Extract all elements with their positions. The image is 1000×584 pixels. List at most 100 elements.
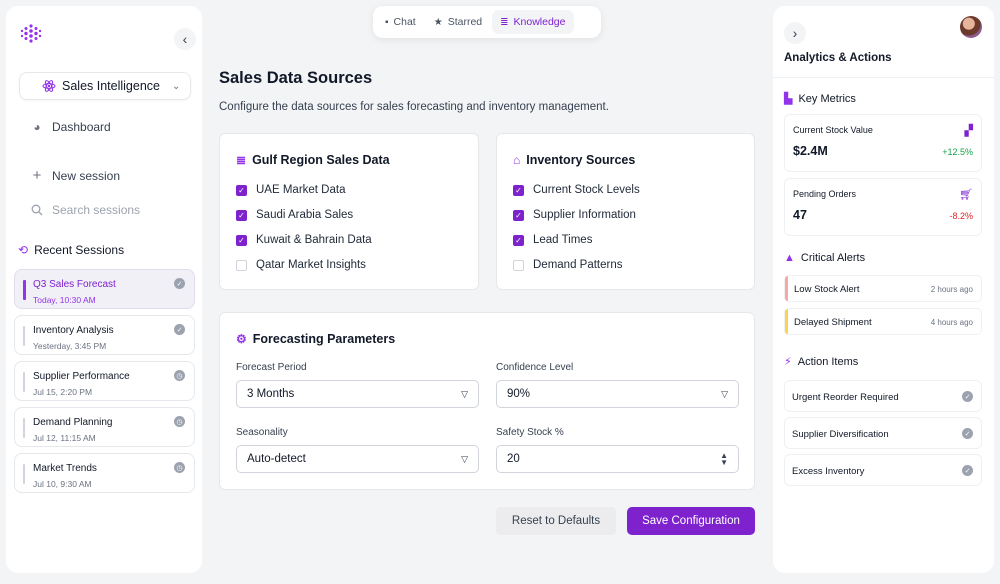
collapse-sidebar-button[interactable]: ‹ <box>174 28 196 50</box>
checkbox[interactable]: ✓ <box>513 209 524 221</box>
checkbox[interactable]: ✓ <box>236 209 247 221</box>
session-indicator <box>23 464 25 484</box>
forecast-period-select[interactable]: 3 Months ▽ <box>236 380 479 408</box>
card-title: Forecasting Parameters <box>252 332 396 346</box>
clock-icon: ◷ <box>174 416 185 427</box>
alert-item[interactable]: Low Stock Alert 2 hours ago <box>784 275 982 302</box>
star-icon: ★ <box>433 16 443 28</box>
warning-icon: ▲ <box>784 252 795 264</box>
metric-change: +12.5% <box>942 147 973 157</box>
critical-alerts-heading: ▲ Critical Alerts <box>784 252 865 264</box>
chevron-down-icon: ▽ <box>461 388 468 399</box>
key-metrics-label: Key Metrics <box>798 92 856 105</box>
recent-sessions-label: Recent Sessions <box>34 243 125 257</box>
clock-icon: ◷ <box>174 462 185 473</box>
checkbox-row[interactable]: ✓ Supplier Information <box>513 209 636 221</box>
workspace-selector[interactable]: Sales Intelligence ⌄ <box>19 72 191 100</box>
cart-icon: 🛒︎ <box>959 189 973 201</box>
reset-defaults-button[interactable]: Reset to Defaults <box>496 507 616 535</box>
safety-stock-stepper[interactable]: 20 ▲ ▼ <box>496 445 739 473</box>
session-item[interactable]: Supplier Performance Jul 15, 2:20 PM ◷ <box>14 361 195 401</box>
metric-value: 47 <box>793 208 807 222</box>
session-item[interactable]: Q3 Sales Forecast Today, 10:30 AM ✓ <box>14 269 195 309</box>
search-sessions-placeholder: Search sessions <box>52 203 141 217</box>
search-icon <box>31 204 43 216</box>
session-item[interactable]: Market Trends Jul 10, 9:30 AM ◷ <box>14 453 195 493</box>
action-item[interactable]: Excess Inventory ✓ <box>784 454 982 486</box>
lightning-icon: ⚡︎ <box>784 356 792 368</box>
divider <box>773 77 994 78</box>
seasonality-value: Auto-detect <box>247 453 306 465</box>
confidence-level-select[interactable]: 90% ▽ <box>496 380 739 408</box>
pie-chart-icon: ◕ <box>33 120 41 134</box>
checkbox-row[interactable]: ✓ UAE Market Data <box>236 184 345 196</box>
checkbox-row[interactable]: Qatar Market Insights <box>236 259 366 271</box>
avatar[interactable] <box>960 16 982 38</box>
session-date: Jul 12, 11:15 AM <box>33 433 96 443</box>
chat-icon: ▪ <box>385 16 389 28</box>
page-description: Configure the data sources for sales for… <box>219 101 609 113</box>
confidence-level-value: 90% <box>507 388 531 400</box>
nav-dashboard[interactable]: ◕ Dashboard <box>30 120 110 134</box>
page-title: Sales Data Sources <box>219 69 373 87</box>
action-item[interactable]: Supplier Diversification ✓ <box>784 417 982 449</box>
session-date: Jul 10, 9:30 AM <box>33 479 92 489</box>
session-title: Supplier Performance <box>33 371 130 382</box>
session-date: Today, 10:30 AM <box>33 295 96 305</box>
expand-panel-button[interactable]: › <box>784 22 806 44</box>
tab-knowledge[interactable]: ≣ Knowledge <box>492 10 574 34</box>
card-title: Gulf Region Sales Data <box>252 153 390 167</box>
checkbox[interactable]: ✓ <box>513 184 524 196</box>
checkbox-row[interactable]: ✓ Lead Times <box>513 234 592 246</box>
action-title: Supplier Diversification <box>792 429 889 440</box>
checkbox-row[interactable]: ✓ Saudi Arabia Sales <box>236 209 353 221</box>
bar-chart-icon: ▙ <box>784 93 793 105</box>
chevron-down-icon: ▽ <box>461 453 468 464</box>
tab-starred[interactable]: ★ Starred <box>426 10 490 34</box>
checkbox[interactable] <box>236 259 247 271</box>
safety-stock-label: Safety Stock % <box>496 427 564 438</box>
checkbox-row[interactable]: ✓ Kuwait & Bahrain Data <box>236 234 372 246</box>
checkbox[interactable] <box>513 259 524 271</box>
checkbox-row[interactable]: Demand Patterns <box>513 259 623 271</box>
metric-value: $2.4M <box>793 144 828 158</box>
session-date: Jul 15, 2:20 PM <box>33 387 93 397</box>
chevron-down-icon: ▽ <box>721 388 728 399</box>
recent-sessions-heading: ⟲ Recent Sessions <box>18 243 124 257</box>
search-sessions-input[interactable]: Search sessions <box>30 203 140 217</box>
forecast-period-value: 3 Months <box>247 388 295 400</box>
session-title: Market Trends <box>33 463 97 474</box>
chevron-down-icon: ⌄ <box>171 80 181 92</box>
session-item[interactable]: Demand Planning Jul 12, 11:15 AM ◷ <box>14 407 195 447</box>
new-session-button[interactable]: + New session <box>30 167 120 184</box>
tab-starred-label: Starred <box>447 16 483 28</box>
gear-icon: ⚙ <box>236 332 247 346</box>
metric-change: -8.2% <box>949 211 973 221</box>
database-icon: ≣ <box>500 16 509 28</box>
boxes-icon: ▞ <box>964 125 973 137</box>
safety-stock-value: 20 <box>507 453 520 465</box>
tab-chat[interactable]: ▪ Chat <box>377 10 424 34</box>
key-metrics-heading: ▙ Key Metrics <box>784 92 856 106</box>
spinner-arrows-icon[interactable]: ▲ ▼ <box>720 451 728 467</box>
action-item[interactable]: Urgent Reorder Required ✓ <box>784 380 982 412</box>
checkbox-row[interactable]: ✓ Current Stock Levels <box>513 184 640 196</box>
checkbox[interactable]: ✓ <box>236 234 247 246</box>
session-title: Demand Planning <box>33 417 113 428</box>
session-item[interactable]: Inventory Analysis Yesterday, 3:45 PM ✓ <box>14 315 195 355</box>
action-title: Urgent Reorder Required <box>792 392 899 403</box>
checkbox[interactable]: ✓ <box>236 184 247 196</box>
alert-indicator <box>785 276 788 301</box>
seasonality-select[interactable]: Auto-detect ▽ <box>236 445 479 473</box>
save-configuration-button[interactable]: Save Configuration <box>627 507 755 535</box>
panel-title: Analytics & Actions <box>784 52 892 64</box>
session-date: Yesterday, 3:45 PM <box>33 341 107 351</box>
card-title: Inventory Sources <box>526 153 636 167</box>
history-icon: ⟲ <box>18 243 29 257</box>
warehouse-icon: ⌂ <box>513 153 521 167</box>
checkbox[interactable]: ✓ <box>513 234 524 246</box>
alert-indicator <box>785 309 788 334</box>
checkbox-label: Lead Times <box>533 234 593 246</box>
alert-item[interactable]: Delayed Shipment 4 hours ago <box>784 308 982 335</box>
checkbox-label: UAE Market Data <box>256 184 346 196</box>
